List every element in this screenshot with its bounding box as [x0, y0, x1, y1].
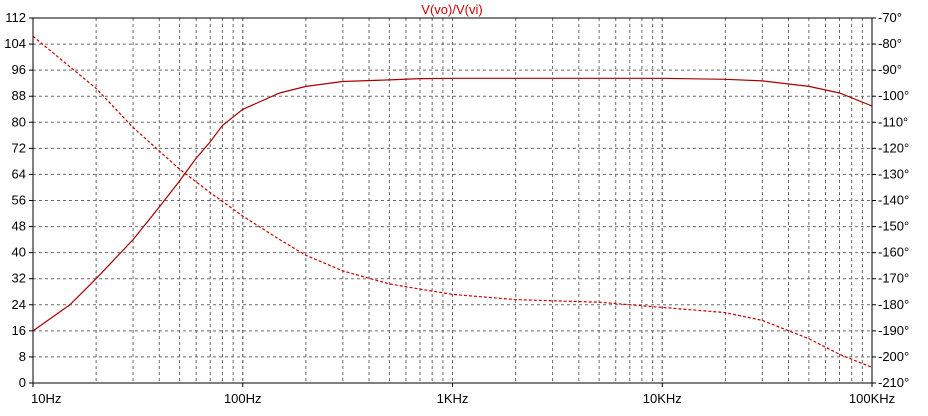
right-axis-tick-label: -140°: [878, 193, 909, 208]
x-axis-tick-label: 100Hz: [224, 391, 262, 406]
left-axis-tick-label: 32: [12, 271, 26, 286]
right-axis-tick-label: -80°: [878, 36, 902, 51]
left-axis-tick-label: 64: [12, 166, 26, 181]
right-axis-tick-label: -90°: [878, 62, 902, 77]
left-axis-tick-label: 16: [12, 323, 26, 338]
left-axis-tick-label: 88: [12, 88, 26, 103]
right-axis-tick-label: -190°: [878, 323, 909, 338]
right-axis-tick-label: -170°: [878, 271, 909, 286]
x-axis-tick-label: 100KHz: [849, 391, 895, 406]
magnitude-curve: [32, 77, 873, 332]
chart-title: V(vo)/V(vi): [421, 2, 482, 17]
left-axis-tick-label: 56: [12, 193, 26, 208]
left-axis-tick-label: 112: [5, 10, 26, 25]
left-axis-tick-label: 48: [12, 219, 26, 234]
right-axis-tick-label: -120°: [878, 140, 909, 155]
left-axis-tick-label: 104: [4, 36, 26, 51]
right-axis-tick-label: -70°: [878, 10, 902, 25]
left-axis-tick-label: 8: [19, 349, 26, 364]
right-axis-tick-label: -100°: [878, 88, 909, 103]
tick-labels: 0 8 16 24 32 40 48 56 64 72 80 88 96 104 112 -70° -80° -9…: [4, 10, 909, 406]
right-axis-tick-label: -180°: [878, 297, 909, 312]
right-axis-tick-label: -110°: [878, 114, 908, 129]
x-axis-tick-label: 10Hz: [31, 391, 61, 406]
series-layer: [32, 35, 873, 368]
phase-curve: [32, 35, 873, 368]
left-axis-tick-label: 40: [12, 245, 26, 260]
right-axis-tick-label: -130°: [878, 166, 909, 181]
right-axis-tick-label: -200°: [878, 349, 909, 364]
right-axis-tick-label: -150°: [878, 219, 909, 234]
right-axis-tick-label: -210°: [878, 375, 909, 390]
left-axis-tick-label: 24: [12, 297, 26, 312]
x-axis-tick-label: 10KHz: [643, 391, 682, 406]
x-axis-tick-label: 1KHz: [437, 391, 469, 406]
left-axis-tick-label: 96: [12, 62, 26, 77]
right-axis-tick-label: -160°: [878, 245, 909, 260]
left-axis-tick-label: 80: [12, 114, 26, 129]
left-axis-tick-label: 0: [19, 375, 26, 390]
grid-lines: [33, 18, 872, 383]
left-axis-tick-label: 72: [12, 140, 26, 155]
plot-frame: [32, 17, 873, 384]
